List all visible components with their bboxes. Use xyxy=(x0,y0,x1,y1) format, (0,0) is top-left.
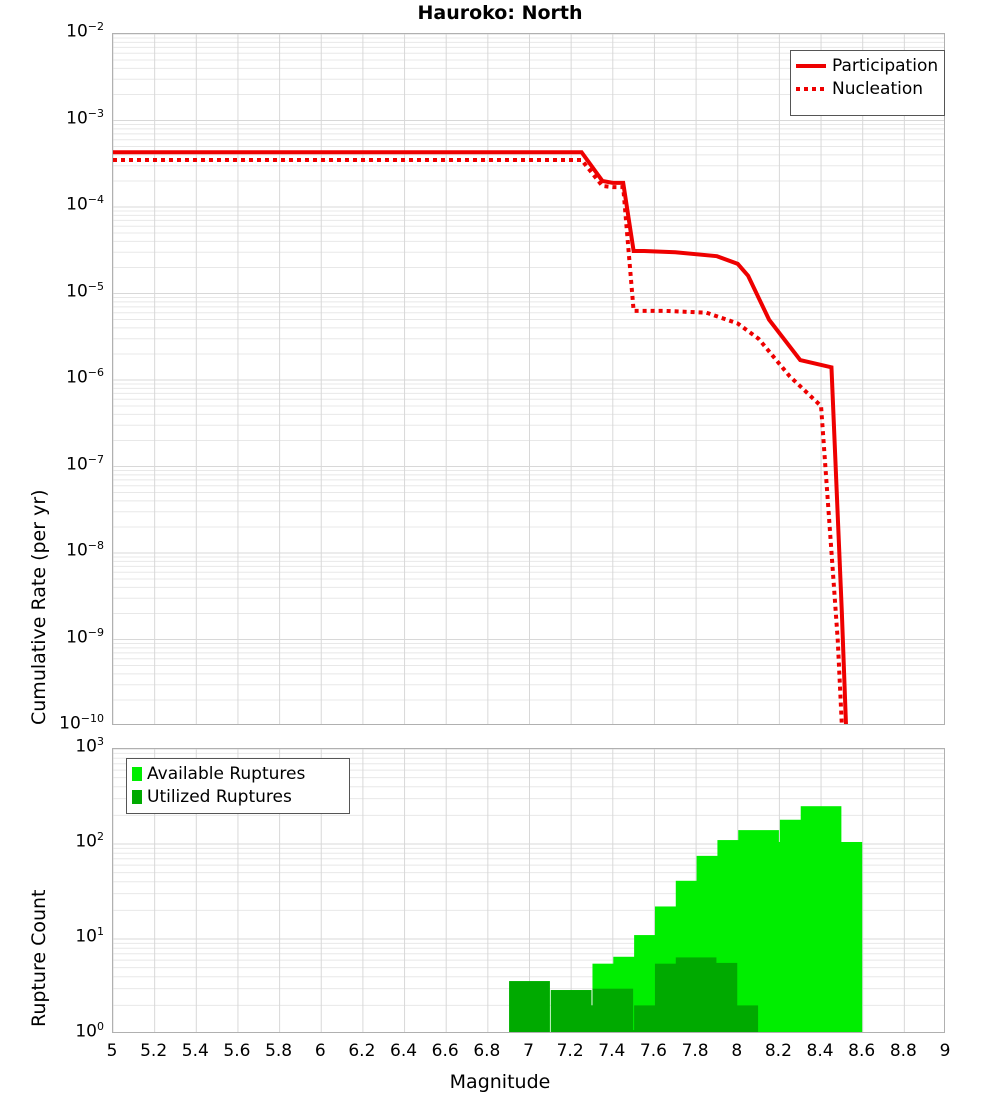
xtick-5.6: 5.6 xyxy=(223,1041,251,1061)
xtick-9: 9 xyxy=(939,1041,951,1061)
legend-label-utilized: Utilized Ruptures xyxy=(147,786,292,807)
nucleation-line-icon xyxy=(796,86,826,91)
xtick-8.4: 8.4 xyxy=(806,1041,834,1061)
utilized-swatch-icon xyxy=(132,789,142,804)
ytick-top-10-8: 10−8 xyxy=(66,539,104,561)
ytick-top-10-4: 10−4 xyxy=(66,193,104,215)
available-swatch-icon xyxy=(132,766,142,781)
xtick-5: 5 xyxy=(106,1041,118,1061)
xtick-5.4: 5.4 xyxy=(181,1041,209,1061)
xtick-6.6: 6.6 xyxy=(431,1041,459,1061)
bar-utilized xyxy=(613,1030,654,1032)
bottom-plot-svg xyxy=(113,749,944,1032)
series-nucleation xyxy=(113,157,844,724)
xtick-6.2: 6.2 xyxy=(348,1041,376,1061)
ytick-bottom-101: 101 xyxy=(75,925,104,947)
legend-label-nucleation: Nucleation xyxy=(832,78,924,99)
series-participation xyxy=(113,150,848,724)
ytick-top-10-7: 10−7 xyxy=(66,452,104,475)
xtick-6.8: 6.8 xyxy=(473,1041,501,1061)
top-legend: Participation Nucleation xyxy=(790,50,945,116)
xtick-6.4: 6.4 xyxy=(390,1041,418,1061)
top-plot-svg xyxy=(113,34,944,724)
ytick-bottom-100: 100 xyxy=(75,1020,104,1042)
legend-item-available: Available Ruptures xyxy=(132,762,343,785)
ytick-top-10-3: 10−3 xyxy=(66,106,104,129)
x-axis-label: Magnitude xyxy=(449,1071,551,1093)
xtick-8.8: 8.8 xyxy=(889,1041,917,1061)
legend-item-nucleation: Nucleation xyxy=(796,77,938,100)
legend-item-participation: Participation xyxy=(796,54,938,77)
page-title: Hauroko: North xyxy=(417,2,583,24)
legend-item-utilized: Utilized Ruptures xyxy=(132,785,343,808)
xtick-7: 7 xyxy=(523,1041,534,1061)
ytick-top-10-9: 10−9 xyxy=(66,625,104,648)
cumulative-rate-plot xyxy=(112,33,945,725)
participation-line-icon xyxy=(796,63,826,68)
bar-utilized xyxy=(509,981,550,1032)
xtick-7.6: 7.6 xyxy=(639,1041,667,1061)
bar-available xyxy=(821,841,863,1032)
xtick-5.8: 5.8 xyxy=(265,1041,293,1061)
legend-label-participation: Participation xyxy=(832,55,939,76)
bottom-y-axis-label: Rupture Count xyxy=(28,889,50,1028)
ytick-bottom-103: 103 xyxy=(75,735,104,757)
ytick-top-10-10: 10−10 xyxy=(59,712,104,734)
bar-utilized xyxy=(592,988,634,1032)
xtick-8.2: 8.2 xyxy=(764,1041,792,1061)
xtick-8.6: 8.6 xyxy=(848,1041,876,1061)
ytick-bottom-102: 102 xyxy=(75,830,104,852)
xtick-7.8: 7.8 xyxy=(681,1041,709,1061)
xtick-8: 8 xyxy=(731,1041,743,1061)
xtick-5.2: 5.2 xyxy=(140,1041,168,1061)
ytick-top-10-2: 10−2 xyxy=(66,20,104,42)
xtick-6: 6 xyxy=(314,1041,326,1061)
ytick-top-10-6: 10−6 xyxy=(66,366,104,388)
bar-utilized xyxy=(717,1005,759,1032)
ytick-top-10-5: 10−5 xyxy=(66,279,104,302)
xtick-7.2: 7.2 xyxy=(556,1041,584,1061)
top-y-axis-label: Cumulative Rate (per yr) xyxy=(28,489,50,725)
legend-label-available: Available Ruptures xyxy=(147,763,306,784)
bottom-legend: Available Ruptures Utilized Ruptures xyxy=(126,758,350,814)
xtick-7.4: 7.4 xyxy=(598,1041,626,1061)
